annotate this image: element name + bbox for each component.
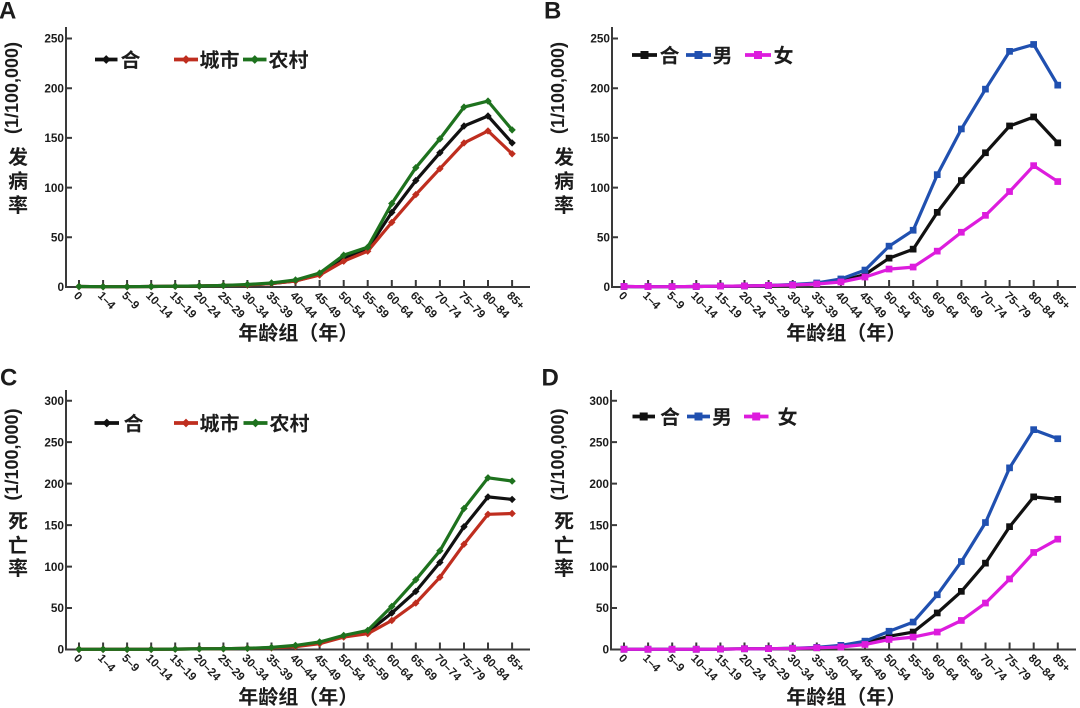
svg-text:200: 200 (589, 477, 609, 491)
svg-text:100: 100 (44, 560, 64, 574)
svg-text:150: 150 (589, 518, 609, 532)
svg-text:300: 300 (44, 394, 64, 408)
svg-text:(1/100,000): (1/100,000) (2, 42, 22, 134)
svg-text:50: 50 (51, 231, 65, 245)
svg-text:0: 0 (57, 643, 64, 657)
svg-text:50: 50 (51, 601, 65, 615)
svg-text:A: A (0, 0, 16, 24)
svg-text:0: 0 (602, 643, 609, 657)
svg-text:C: C (0, 365, 17, 392)
svg-text:250: 250 (44, 32, 64, 46)
svg-text:150: 150 (590, 131, 610, 145)
svg-text:200: 200 (44, 477, 64, 491)
svg-text:100: 100 (590, 181, 610, 195)
svg-text:50: 50 (596, 601, 610, 615)
svg-text:0: 0 (57, 280, 64, 294)
svg-text:(1/100,000): (1/100,000) (2, 408, 22, 500)
svg-text:250: 250 (589, 435, 609, 449)
svg-text:100: 100 (589, 560, 609, 574)
svg-text:150: 150 (44, 131, 64, 145)
svg-text:50: 50 (597, 231, 611, 245)
svg-text:200: 200 (44, 81, 64, 95)
svg-text:100: 100 (44, 181, 64, 195)
svg-text:250: 250 (590, 32, 610, 46)
svg-text:(1/100,000): (1/100,000) (548, 408, 568, 500)
svg-text:250: 250 (44, 435, 64, 449)
svg-text:200: 200 (590, 81, 610, 95)
svg-text:300: 300 (589, 394, 609, 408)
svg-text:(1/100,000): (1/100,000) (548, 42, 568, 134)
svg-text:D: D (542, 365, 559, 392)
svg-text:0: 0 (603, 280, 610, 294)
svg-text:150: 150 (44, 518, 64, 532)
svg-text:B: B (544, 0, 561, 24)
